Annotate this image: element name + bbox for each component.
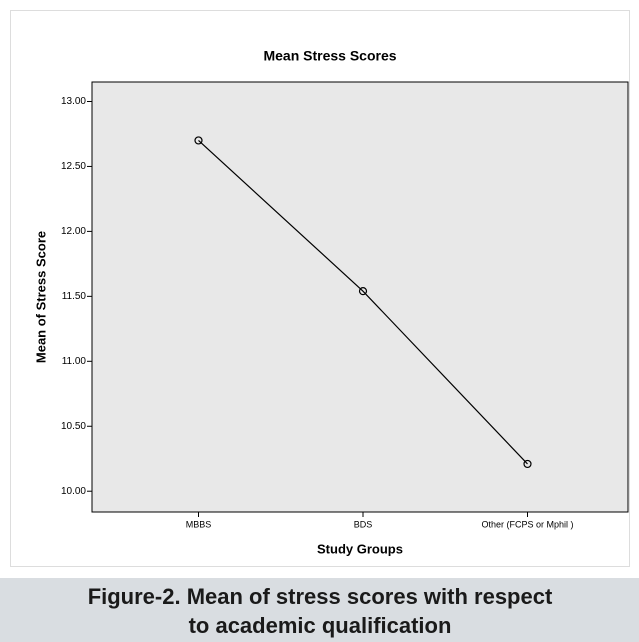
y-tick-label: 12.50 [61, 161, 86, 172]
y-tick-label: 10.50 [61, 421, 86, 432]
plot-area [91, 81, 629, 513]
x-tick-label: Other (FCPS or Mphil ) [481, 519, 573, 529]
point [523, 459, 532, 469]
line [198, 140, 528, 465]
caption-band [0, 578, 639, 642]
point [358, 287, 368, 296]
y-tick-label: 11.50 [62, 291, 87, 302]
caption: to academic qualification [189, 613, 452, 638]
y-tick-label: 13.00 [61, 96, 86, 107]
caption: Figure-2. Mean of stress scores with res… [88, 584, 553, 609]
point [194, 136, 203, 145]
x-axis-label: Study Groups [317, 541, 403, 556]
x-tick-label: BDS [354, 519, 373, 529]
y-tick-label: 11.00 [62, 356, 87, 367]
y-tick-label: 12.00 [61, 226, 86, 237]
x-tick-label: MBBS [186, 519, 212, 529]
chart-title: Mean Stress Scores [263, 48, 396, 64]
y-axis-label: Mean of Stress Score [33, 231, 48, 363]
y-tick-label: 10.00 [61, 486, 86, 497]
